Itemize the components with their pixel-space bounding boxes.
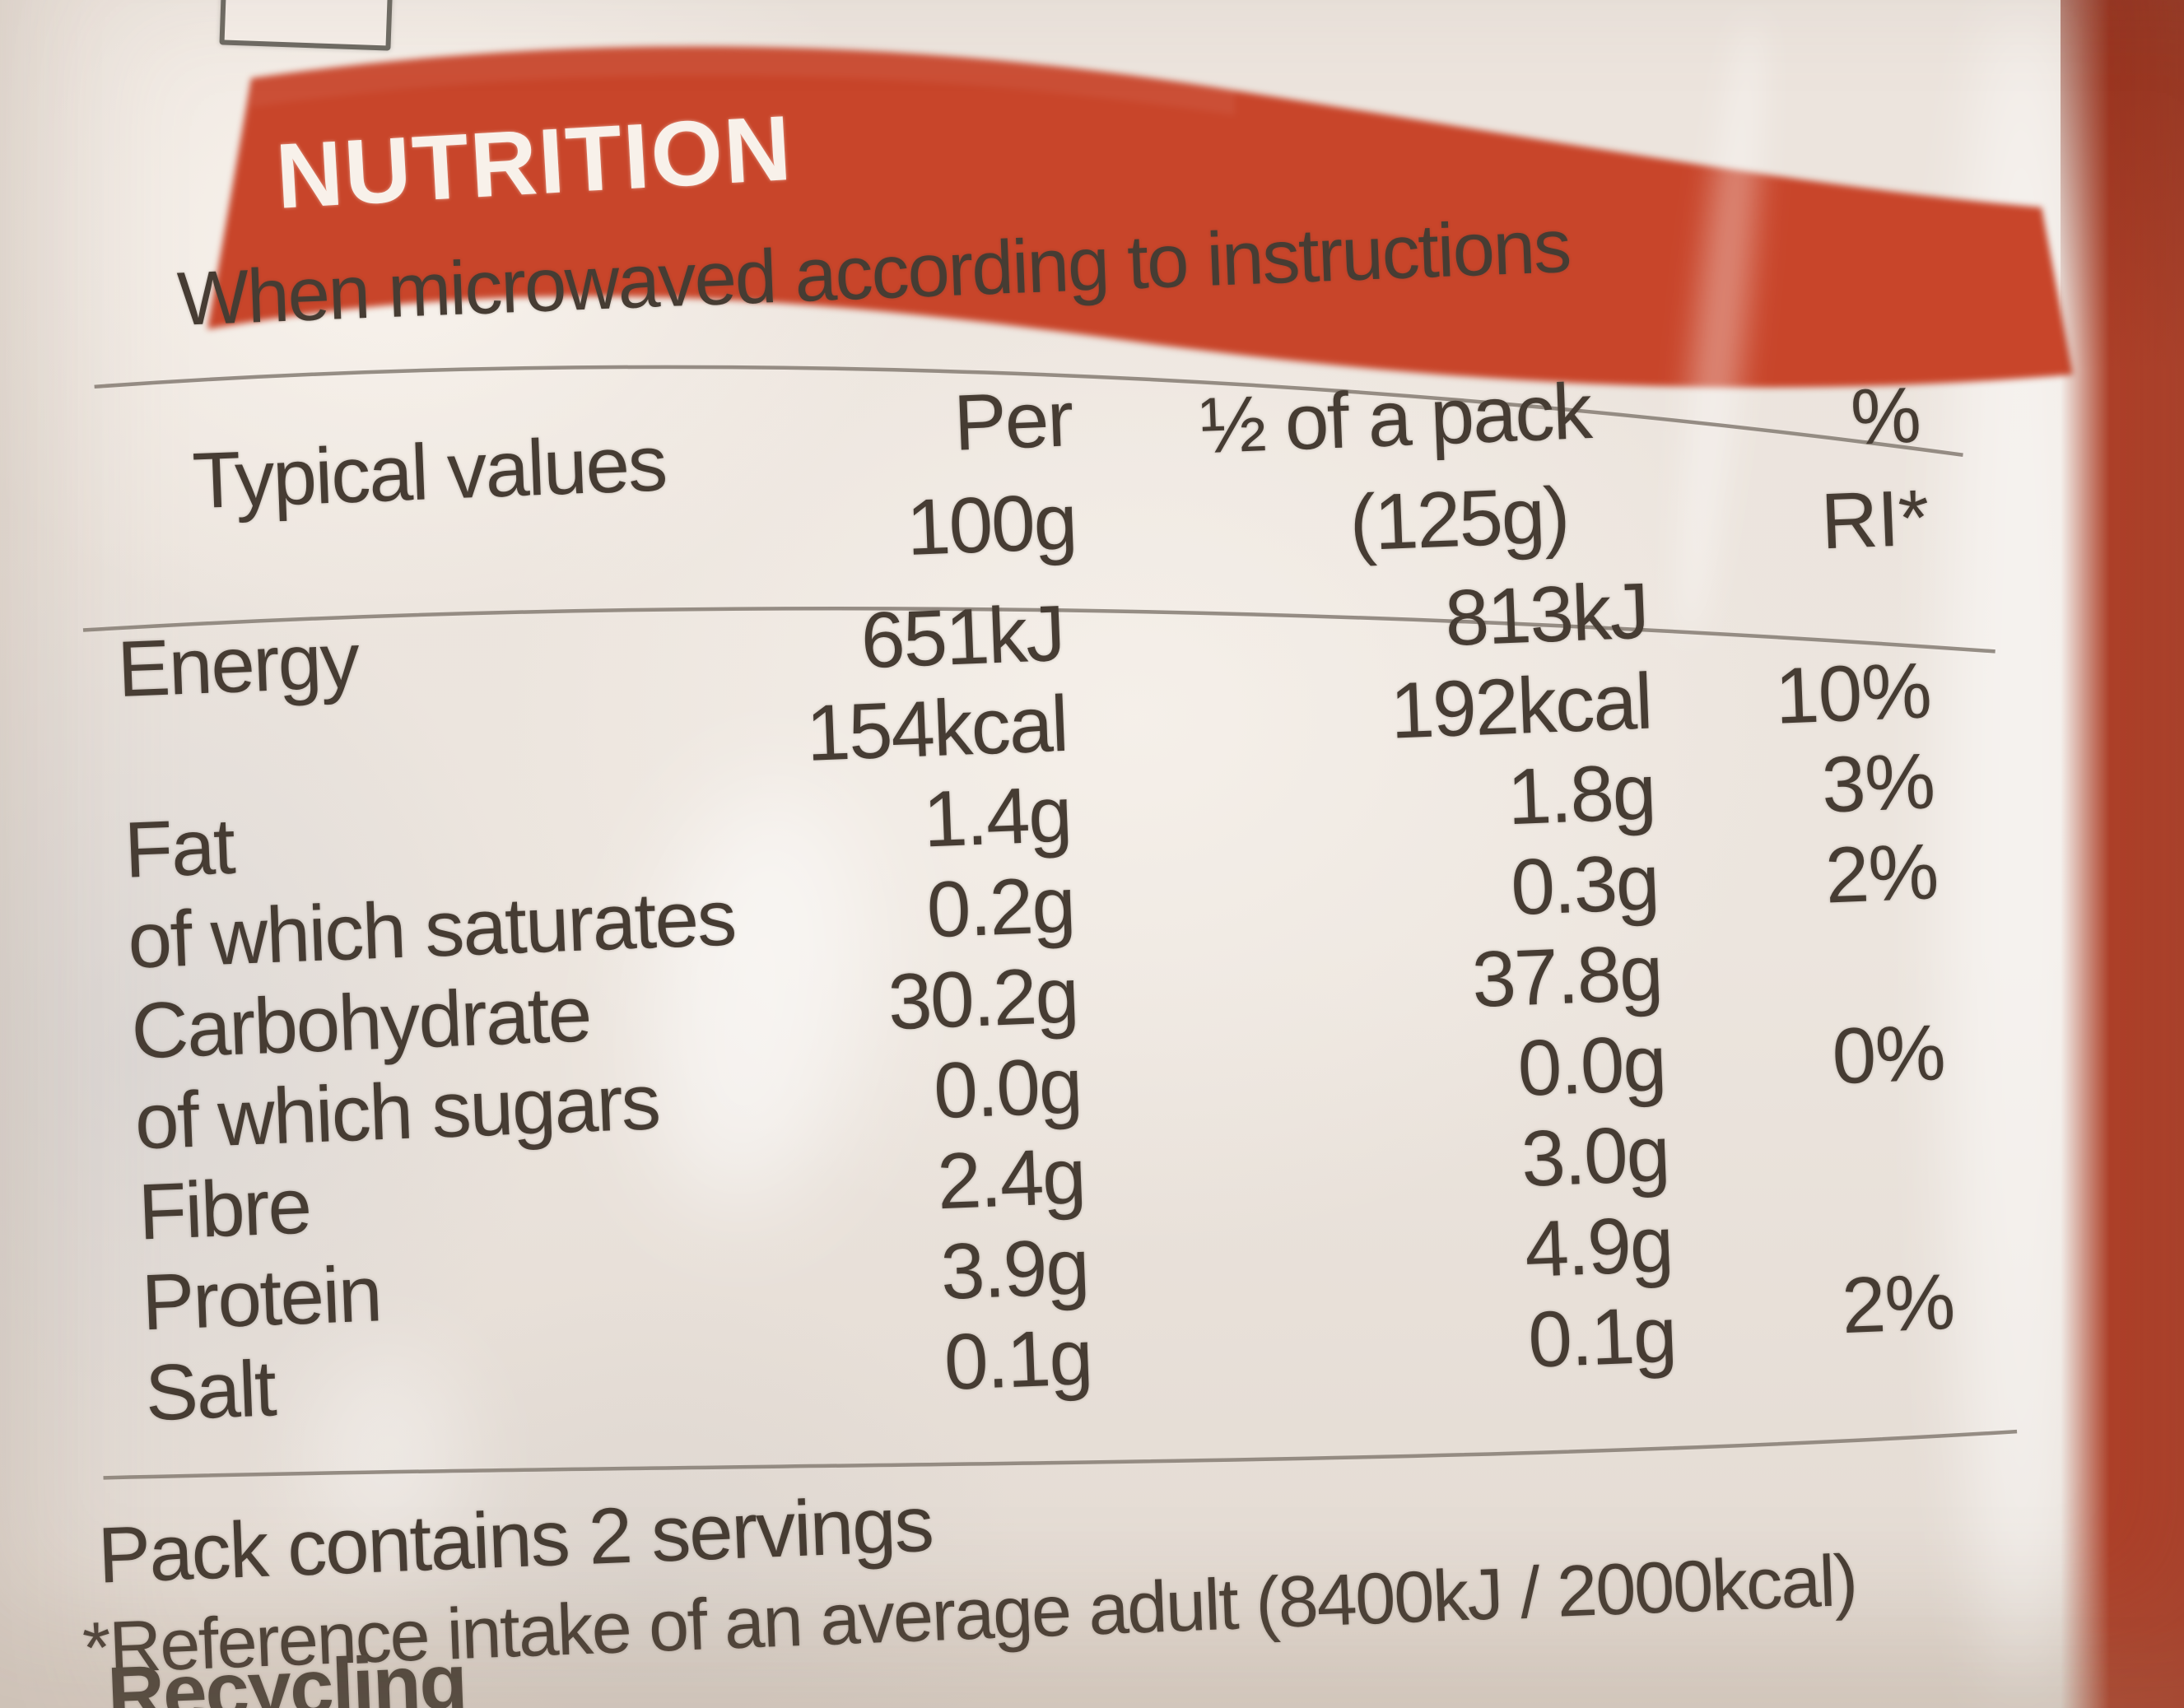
header-half-pack-line2: (125g): [1348, 471, 1571, 568]
row-label: Carbohydrate: [129, 970, 593, 1076]
row-per100: 1.4g: [921, 770, 1073, 864]
row-label: of which sugars: [133, 1058, 661, 1166]
row-ri: 3%: [1819, 737, 1936, 830]
row-half: 37.8g: [1470, 928, 1664, 1025]
row-per100: 0.0g: [932, 1041, 1083, 1136]
header-typical-values: Typical values: [191, 419, 668, 526]
row-half: 4.9g: [1523, 1200, 1674, 1294]
row-per100: 154kcal: [804, 679, 1069, 778]
row-label: Protein: [140, 1250, 383, 1347]
nutrition-banner-ribbon: [207, 46, 2073, 388]
header-percent-ri-line2: RI*: [1819, 473, 1930, 566]
recycling-heading-partial: Recycling: [105, 1637, 468, 1708]
row-ri: 0%: [1830, 1008, 1947, 1101]
header-half-pack-line1: ½ of a pack: [1199, 367, 1593, 471]
header-per-100g-line2: 100g: [905, 477, 1078, 573]
row-ri: 10%: [1773, 646, 1933, 741]
rule-bottom: [103, 1429, 2018, 1480]
row-half: 3.0g: [1520, 1110, 1670, 1203]
row-half: 1.8g: [1506, 747, 1656, 842]
row-label: Fat: [123, 802, 235, 895]
row-per100: 2.4g: [935, 1132, 1087, 1226]
row-label: Energy: [115, 616, 360, 714]
header-per-100g-line1: Per: [952, 375, 1074, 468]
rule-top: [94, 365, 1963, 457]
row-half: 0.1g: [1526, 1290, 1678, 1385]
package-edge-stripe-shadow: [2061, 0, 2184, 370]
package-edge-stripe: [2061, 0, 2184, 1708]
row-half: 192kcal: [1388, 657, 1653, 756]
row-per100: 30.2g: [886, 951, 1079, 1047]
header-percent-ri-line1: %: [1849, 370, 1922, 462]
row-per100: 0.2g: [924, 860, 1076, 955]
rule-header: [82, 606, 1995, 654]
row-half: 813kJ: [1443, 566, 1650, 663]
row-half: 0.3g: [1509, 838, 1660, 933]
row-ri: 2%: [1840, 1257, 1957, 1351]
row-per100: 3.9g: [938, 1222, 1090, 1317]
row-ri: 2%: [1823, 827, 1940, 920]
row-per100: 0.1g: [943, 1313, 1093, 1408]
row-half: 0.0g: [1516, 1019, 1667, 1114]
row-label: Fibre: [137, 1161, 312, 1257]
row-per100: 651kJ: [859, 589, 1066, 686]
row-label: Salt: [143, 1344, 277, 1438]
